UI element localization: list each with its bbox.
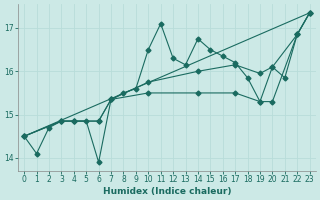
X-axis label: Humidex (Indice chaleur): Humidex (Indice chaleur) bbox=[103, 187, 231, 196]
